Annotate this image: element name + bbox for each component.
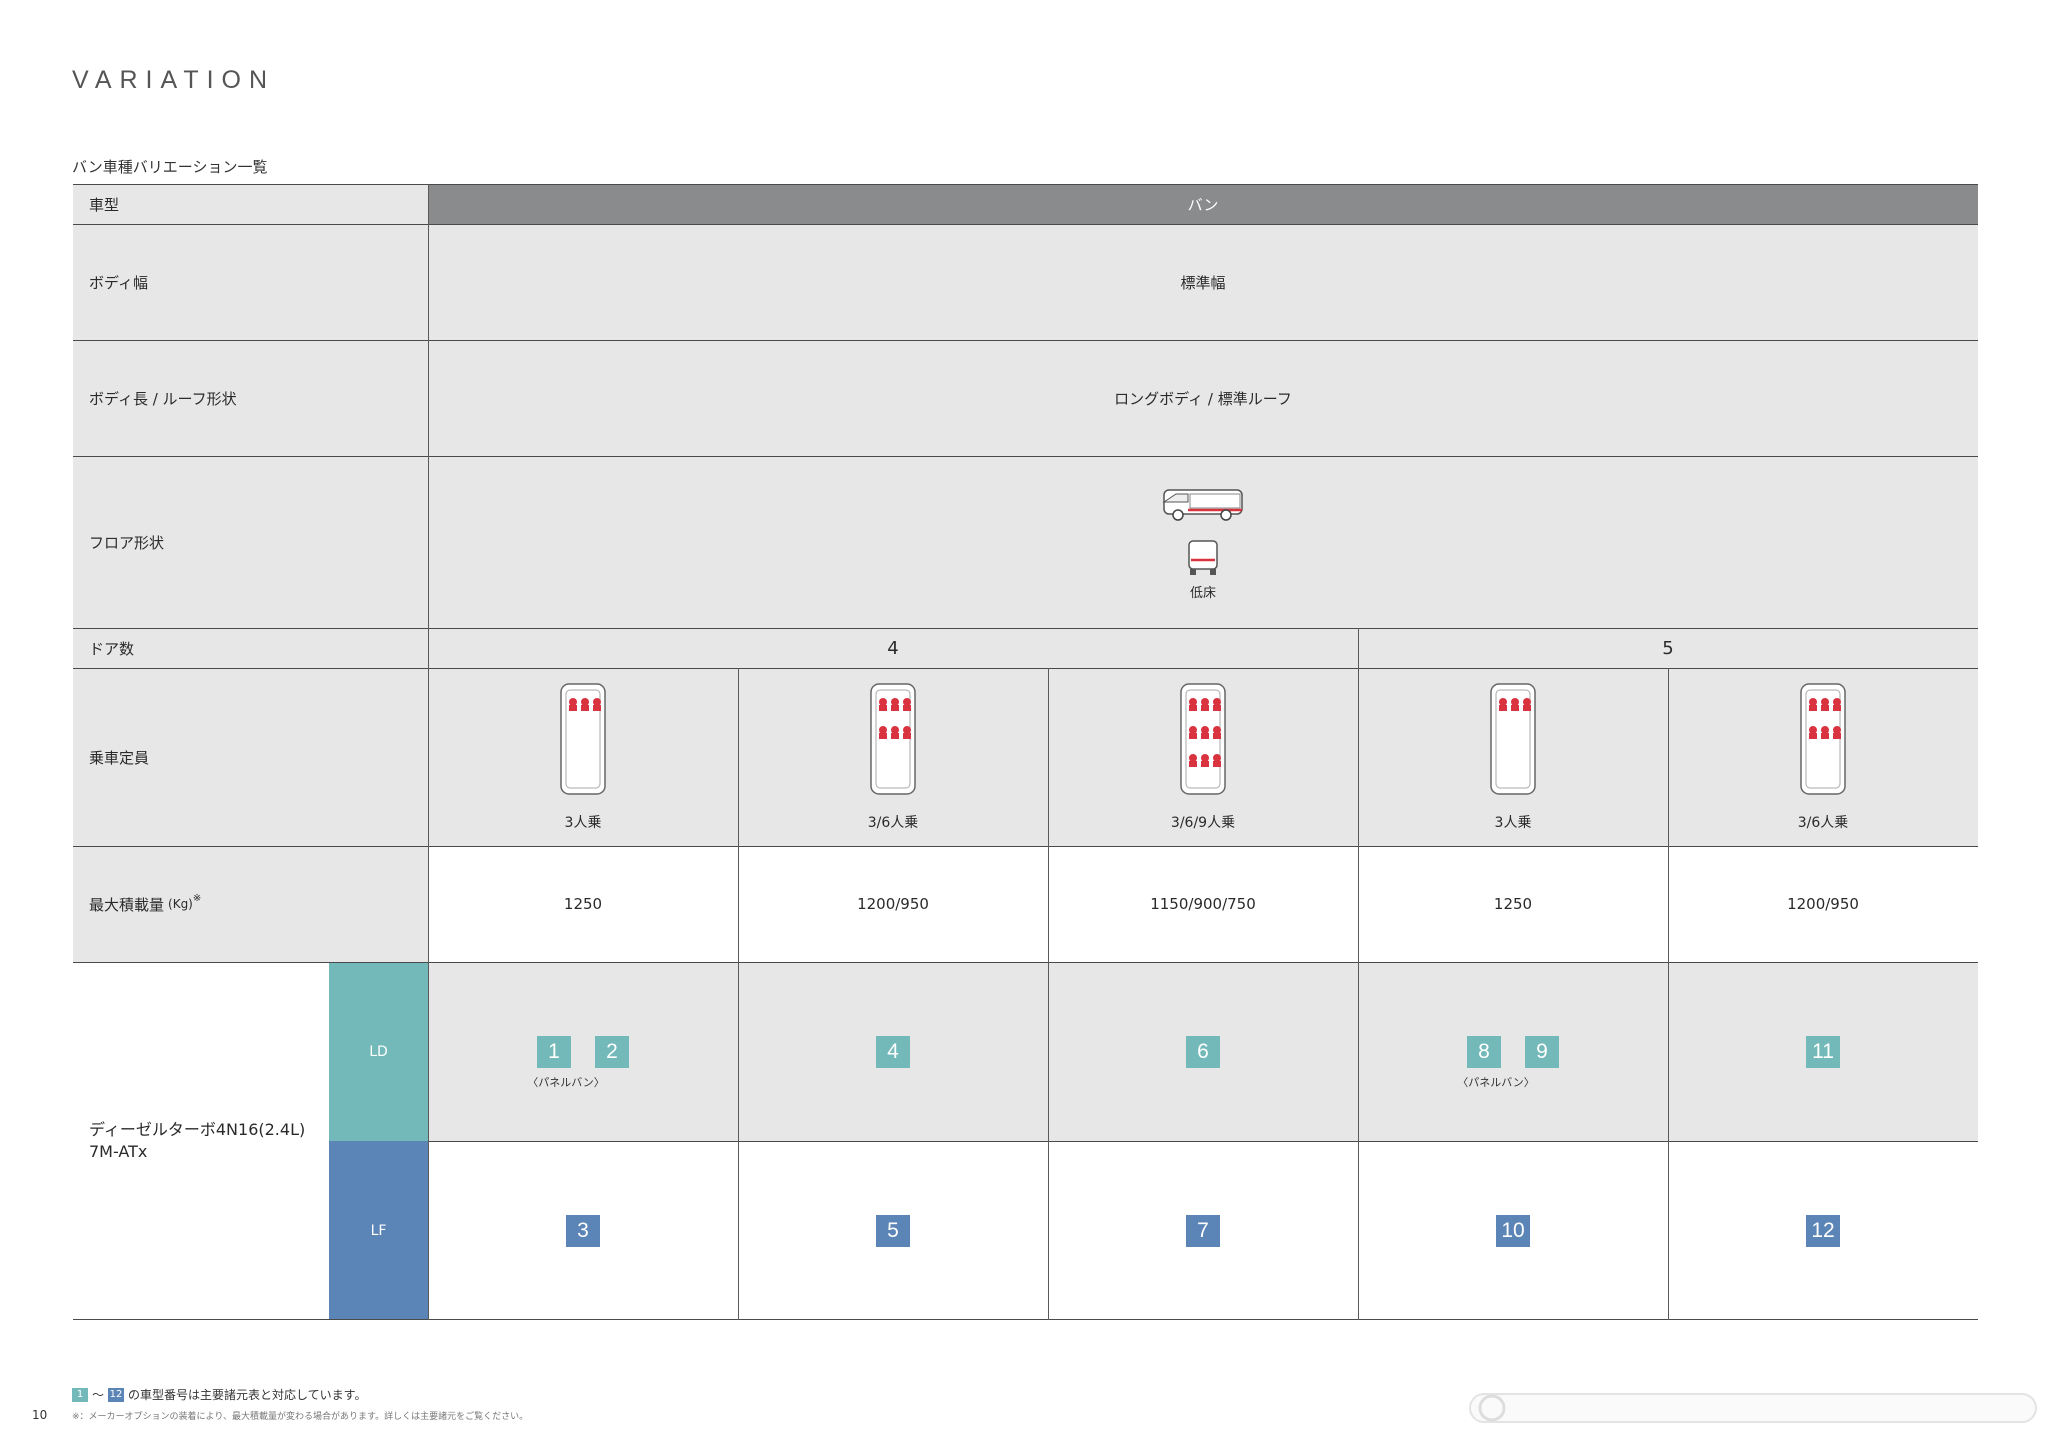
model-number-badge[interactable]: 2 [595, 1035, 629, 1068]
capacity-value: 3人乗 [1494, 815, 1532, 831]
capacity-cell: 3/6/9人乗 [1048, 668, 1358, 846]
model-number-badge[interactable]: 10 [1496, 1214, 1530, 1247]
model-value: バン [428, 184, 1978, 224]
ld-model-cell: 4 [738, 962, 1048, 1141]
seat-layout-icon [1800, 683, 1846, 795]
max-load-unit: (Kg) [168, 897, 193, 911]
capacity-value: 3人乗 [564, 815, 602, 831]
model-number-badge[interactable]: 5 [876, 1214, 910, 1247]
page-number: 10 [32, 1408, 48, 1422]
capacity-value: 3/6/9人乗 [1170, 815, 1236, 831]
capacity-cell: 3/6人乗 [738, 668, 1048, 846]
engine-name: ディーゼルターボ4N16(2.4L) [89, 1120, 306, 1139]
max-load-value: 1250 [563, 895, 603, 913]
panel-van-note: 〈パネルバン〉 [527, 1075, 605, 1089]
max-load-value: 1200/950 [857, 895, 929, 913]
max-load-title: 最大積載量 [89, 895, 165, 914]
capacity-cell: 3人乗 [428, 668, 738, 846]
lf-model-cell: 10 [1358, 1141, 1668, 1320]
max-load-value: 1250 [1493, 895, 1533, 913]
page-heading: VARIATION [72, 66, 276, 94]
model-number-badge[interactable]: 11 [1806, 1035, 1840, 1068]
capacity-cell: 3人乗 [1358, 668, 1668, 846]
lf-model-cell: 5 [738, 1141, 1048, 1320]
table-title: バン車種バリエーション一覧 [72, 158, 268, 176]
seat-layout-icon [870, 683, 916, 795]
capacity-label: 乗車定員 [73, 668, 428, 846]
max-load-value: 1150/900/750 [1150, 895, 1256, 913]
engine-transmission: 7M-ATx [89, 1142, 148, 1161]
ld-label: LD [329, 962, 428, 1141]
lf-model-cell: 3 [428, 1141, 738, 1320]
body-width-value: 標準幅 [428, 224, 1978, 340]
body-length-value: ロングボディ / 標準ルーフ [428, 340, 1978, 456]
model-number-badge[interactable]: 7 [1186, 1214, 1220, 1247]
variation-table: 車型 バン ボディ幅 標準幅 ボディ長 / ルーフ形状 ロングボディ / 標準ル… [73, 184, 1978, 1320]
max-load-label: 最大積載量 (Kg) ※ [73, 846, 428, 962]
lf-label: LF [329, 1141, 428, 1320]
lf-model-cell: 12 [1668, 1141, 1978, 1320]
doors-5-value: 5 [1358, 628, 1978, 668]
ld-model-cell: 11 [1668, 962, 1978, 1141]
ld-model-cell: 6 [1048, 962, 1358, 1141]
model-number-badge[interactable]: 6 [1186, 1035, 1220, 1068]
van-side-icon [1162, 488, 1243, 521]
panel-van-note: 〈パネルバン〉 [1457, 1075, 1535, 1089]
brand-logo-icon [1469, 1393, 2037, 1423]
footer-badge-last: 12 [108, 1387, 125, 1402]
ld-model-cell: 1 2 〈パネルバン〉 [428, 962, 738, 1141]
model-number-badge[interactable]: 4 [876, 1035, 910, 1068]
model-number-badge[interactable]: 8 [1467, 1035, 1501, 1068]
max-load-value: 1200/950 [1787, 895, 1859, 913]
model-number-badge[interactable]: 3 [566, 1214, 600, 1247]
footer-note: 1 〜 12 の車型番号は主要諸元表と対応しています。 [72, 1386, 366, 1403]
max-load-mark: ※ [192, 892, 202, 904]
model-number-badge[interactable]: 9 [1525, 1035, 1559, 1068]
body-length-label: ボディ長 / ルーフ形状 [73, 340, 428, 456]
doors-4-value: 4 [428, 628, 1358, 668]
floor-value-cell: 低床 [428, 456, 1978, 628]
body-width-label: ボディ幅 [73, 224, 428, 340]
footer-badge-first: 1 [72, 1387, 88, 1402]
footer-note-text: の車型番号は主要諸元表と対応しています。 [128, 1388, 367, 1402]
capacity-value: 3/6人乗 [867, 815, 919, 831]
model-number-badge[interactable]: 12 [1806, 1214, 1840, 1247]
model-number-badge[interactable]: 1 [537, 1035, 571, 1068]
floor-label: フロア形状 [73, 456, 428, 628]
floor-type-label: 低床 [1189, 585, 1216, 601]
footer-tilde: 〜 [92, 1388, 105, 1402]
seat-layout-icon [1180, 683, 1226, 795]
doors-label: ドア数 [73, 628, 428, 668]
capacity-cell: 3/6人乗 [1668, 668, 1978, 846]
seat-layout-icon [1490, 683, 1536, 795]
lf-model-cell: 7 [1048, 1141, 1358, 1320]
capacity-value: 3/6人乗 [1797, 815, 1849, 831]
seat-layout-icon [560, 683, 606, 795]
model-label: 車型 [73, 184, 428, 224]
footer-disclaimer: ※：メーカーオプションの装着により、最大積載量が変わる場合があります。詳しくは主… [72, 1412, 529, 1422]
engine-label: ディーゼルターボ4N16(2.4L) 7M-ATx [73, 962, 329, 1320]
van-rear-icon [1188, 539, 1218, 575]
ld-model-cell: 8 9 〈パネルバン〉 [1358, 962, 1668, 1141]
